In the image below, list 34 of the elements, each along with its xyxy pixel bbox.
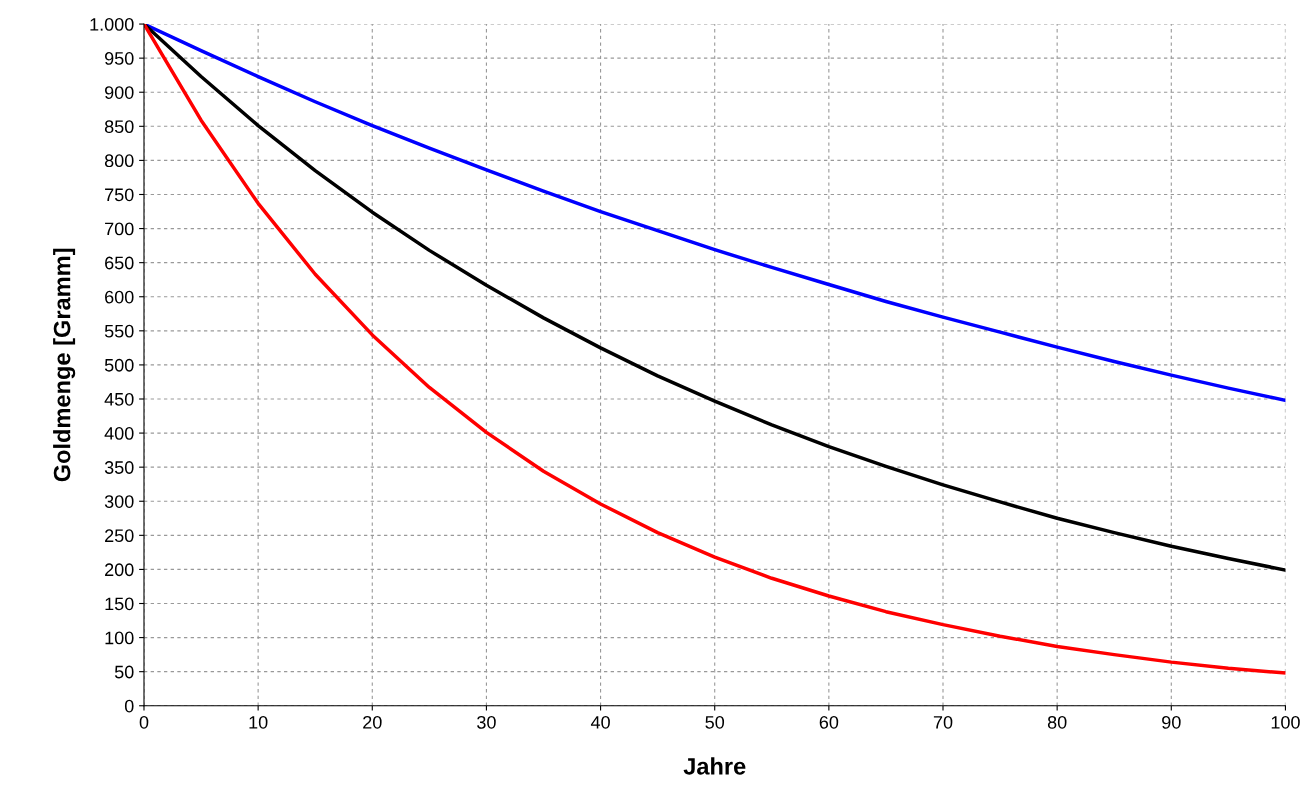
- x-tick-label: 20: [363, 715, 382, 729]
- y-tick-label: 200: [105, 563, 134, 577]
- x-tick-label: 100: [1271, 715, 1300, 729]
- y-tick-label: 450: [104, 392, 134, 406]
- y-tick-label: 400: [104, 427, 134, 440]
- y-tick-label: 550: [104, 324, 134, 338]
- x-tick-label: 0: [139, 715, 149, 729]
- y-tick-label: 900: [104, 86, 134, 99]
- y-tick-label: 100: [105, 631, 134, 645]
- y-tick-label: 500: [104, 358, 134, 372]
- x-tick-label: 40: [590, 715, 610, 729]
- x-tick-label: 30: [477, 715, 496, 729]
- y-axis-title: Goldmenge [Gramm]: [53, 248, 76, 482]
- x-axis-title: Jahre: [683, 757, 746, 775]
- y-tick-label: 600: [105, 290, 134, 304]
- y-tick-label: 700: [105, 222, 134, 236]
- y-tick-label: 1.000: [90, 17, 134, 31]
- y-tick-label: 950: [104, 52, 134, 65]
- y-tick-label: 350: [104, 461, 134, 474]
- y-tick-label: 850: [104, 120, 134, 134]
- x-tick-label: 70: [933, 715, 953, 729]
- y-tick-label: 150: [105, 597, 134, 611]
- y-tick-label: 250: [105, 529, 134, 543]
- y-tick-label: 50: [114, 665, 134, 679]
- y-tick-label: 650: [105, 256, 134, 270]
- x-tick-label: 50: [705, 715, 725, 729]
- y-tick-label: 750: [105, 188, 134, 202]
- x-tick-label: 90: [1162, 715, 1181, 729]
- x-tick-label: 10: [249, 715, 268, 729]
- y-tick-label: 800: [104, 154, 134, 168]
- x-tick-label: 80: [1047, 715, 1067, 729]
- y-tick-label: 0: [124, 699, 134, 713]
- y-tick-label: 300: [104, 495, 134, 508]
- x-tick-label: 60: [819, 715, 839, 729]
